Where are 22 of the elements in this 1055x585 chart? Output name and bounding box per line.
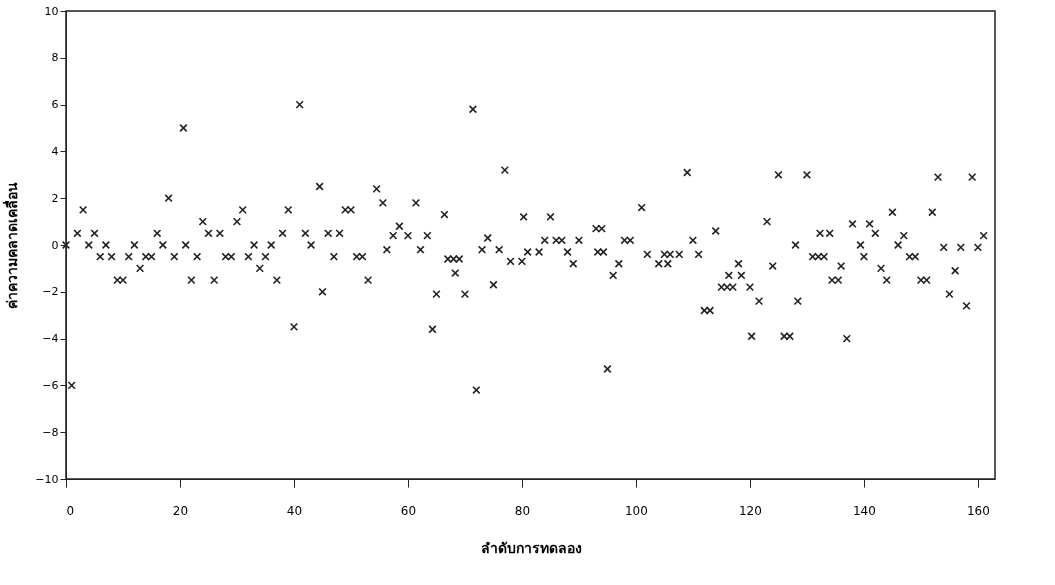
x-tick-label: 60 bbox=[400, 503, 417, 518]
x-tick-label: 140 bbox=[852, 503, 876, 518]
x-tick-label: 100 bbox=[624, 503, 648, 518]
y-tick-label: 10 bbox=[44, 4, 59, 18]
x-tick-label: 80 bbox=[514, 503, 531, 518]
x-tick-label: 0 bbox=[66, 503, 75, 518]
y-tick-label: −10 bbox=[35, 472, 59, 486]
y-tick-label: −6 bbox=[42, 378, 59, 392]
x-tick-label: 120 bbox=[738, 503, 762, 518]
y-tick-label: −8 bbox=[42, 425, 59, 439]
x-tick-label: 40 bbox=[286, 503, 303, 518]
x-tick-label: 20 bbox=[172, 503, 189, 518]
y-tick-label: 0 bbox=[51, 238, 59, 252]
y-tick-label: −2 bbox=[42, 285, 59, 299]
y-tick-label: 4 bbox=[51, 144, 59, 158]
y-tick-label: 8 bbox=[51, 51, 59, 65]
y-tick-label: −4 bbox=[42, 332, 59, 346]
y-axis-title: ค่าความคลาดเคลื่อน bbox=[2, 182, 21, 309]
x-tick-label: 160 bbox=[966, 503, 990, 518]
y-tick-label: 2 bbox=[51, 191, 59, 205]
x-axis-title: ลำดับการทดลอง bbox=[480, 539, 582, 556]
y-tick-label: 6 bbox=[51, 98, 59, 112]
